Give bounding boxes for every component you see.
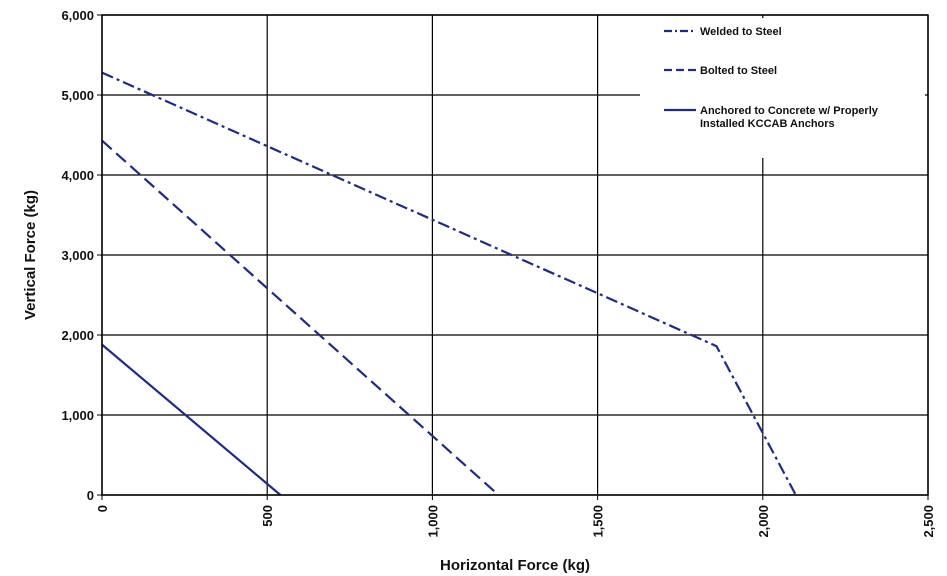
x-tick-label: 2,500	[921, 505, 936, 538]
legend-label-2: Bolted to Steel	[700, 65, 777, 77]
y-tick-label: 3,000	[61, 248, 94, 263]
y-tick-label: 2,000	[61, 328, 94, 343]
y-tick-label: 1,000	[61, 408, 94, 423]
legend: Welded to Steel Bolted to Steel Anchored t…	[640, 18, 925, 158]
legend-label-1: Welded to Steel	[700, 26, 782, 38]
y-tick-label: 0	[87, 488, 94, 503]
series-line-3	[101, 343, 282, 496]
y-tick-labels: 0 1,000 2,000 3,000 4,000 5,000 6,000	[61, 8, 94, 503]
series-lines	[101, 71, 797, 496]
x-tick-label: 1,500	[591, 505, 606, 538]
x-tick-label: 2,000	[756, 505, 771, 538]
x-tick-label: 500	[260, 505, 275, 527]
y-tick-label: 6,000	[61, 8, 94, 23]
x-tick-label: 1,000	[425, 505, 440, 538]
plot-border	[101, 14, 929, 496]
y-axis-title: Vertical Force (kg)	[22, 190, 39, 320]
x-axis-title: Horizontal Force (kg)	[440, 557, 590, 574]
legend-label-3: Anchored to Concrete w/ Properly	[700, 105, 879, 117]
series-line-1	[101, 71, 797, 496]
x-tick-label: 0	[95, 505, 110, 512]
series-line-2	[101, 139, 500, 496]
y-tick-label: 4,000	[61, 168, 94, 183]
x-tick-labels: 0 500 1,000 1,500 2,000 2,500	[95, 505, 936, 538]
legend-box	[640, 18, 925, 158]
y-tick-label: 5,000	[61, 88, 94, 103]
legend-label-3: Installed KCCAB Anchors	[700, 118, 835, 130]
